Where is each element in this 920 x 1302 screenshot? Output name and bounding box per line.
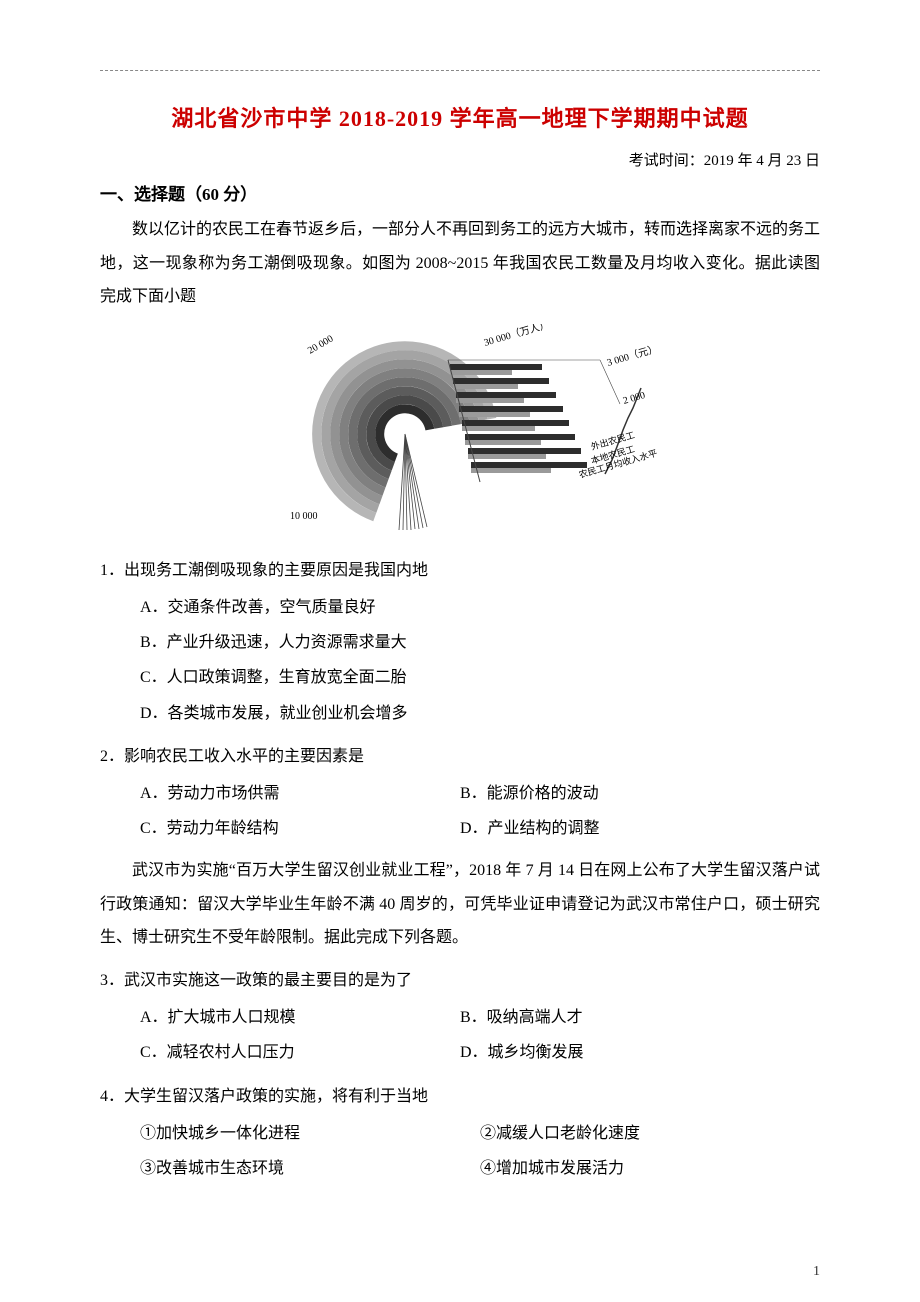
income-axis-max: 3 000（元） xyxy=(606,343,660,369)
passage-1: 数以亿计的农民工在春节返乡后，一部分人不再回到务工的远方大城市，转而选择离家不远… xyxy=(100,213,820,314)
q4-stmt-1: ①加快城乡一体化进程 xyxy=(140,1116,480,1151)
question-2-text: 2．影响农民工收入水平的主要因素是 xyxy=(100,739,820,774)
q3-option-c: C．减轻农村人口压力 xyxy=(100,1035,460,1070)
question-3-text: 3．武汉市实施这一政策的最主要目的是为了 xyxy=(100,963,820,998)
bar-axis-label: 30 000（万人） xyxy=(483,324,551,349)
section-heading: 一、选择题（60 分） xyxy=(100,180,820,205)
q3-option-a: A．扩大城市人口规模 xyxy=(100,1000,460,1035)
q4-stmt-2: ②减缓人口老龄化速度 xyxy=(480,1116,820,1151)
q2-option-c: C．劳动力年龄结构 xyxy=(100,811,460,846)
q1-option-c: C．人口政策调整，生育放宽全面二胎 xyxy=(100,660,820,695)
q1-option-d: D．各类城市发展，就业创业机会增多 xyxy=(100,696,820,731)
question-4-text: 4．大学生留汉落户政策的实施，将有利于当地 xyxy=(100,1079,820,1114)
question-1-options: A．交通条件改善，空气质量良好 B．产业升级迅速，人力资源需求量大 C．人口政策… xyxy=(100,590,820,731)
q3-option-d: D．城乡均衡发展 xyxy=(460,1035,820,1070)
q4-stmt-3: ③改善城市生态环境 xyxy=(140,1151,480,1186)
fan-chart-svg: 20 000 10 000 xyxy=(240,324,680,534)
exam-page: 湖北省沙市中学 2018-2019 学年高一地理下学期期中试题 考试时间：201… xyxy=(0,0,920,1302)
q2-option-b: B．能源价格的波动 xyxy=(460,776,820,811)
q1-option-a: A．交通条件改善，空气质量良好 xyxy=(100,590,820,625)
q4-stmt-4: ④增加城市发展活力 xyxy=(480,1151,820,1186)
left-axis-min-label: 10 000 xyxy=(290,511,318,522)
passage-2: 武汉市为实施“百万大学生留汉创业就业工程”，2018 年 7 月 14 日在网上… xyxy=(100,854,820,955)
exam-date: 考试时间：2019 年 4 月 23 日 xyxy=(100,149,820,170)
question-1-text: 1．出现务工潮倒吸现象的主要原因是我国内地 xyxy=(100,553,820,588)
q2-option-a: A．劳动力市场供需 xyxy=(100,776,460,811)
header-rule xyxy=(100,70,820,71)
q4-statements-row2: ③改善城市生态环境 ④增加城市发展活力 xyxy=(100,1151,820,1186)
q3-option-b: B．吸纳高端人才 xyxy=(460,1000,820,1035)
exam-title: 湖北省沙市中学 2018-2019 学年高一地理下学期期中试题 xyxy=(100,101,820,133)
question-3-options: A．扩大城市人口规模 B．吸纳高端人才 C．减轻农村人口压力 D．城乡均衡发展 xyxy=(100,1000,820,1070)
q4-statements-row1: ①加快城乡一体化进程 ②减缓人口老龄化速度 xyxy=(100,1116,820,1151)
q1-option-b: B．产业升级迅速，人力资源需求量大 xyxy=(100,625,820,660)
q2-option-d: D．产业结构的调整 xyxy=(460,811,820,846)
page-number: 1 xyxy=(813,1264,820,1280)
left-axis-max-label: 20 000 xyxy=(306,333,335,356)
chart-figure: 20 000 10 000 xyxy=(100,324,820,539)
question-2-options: A．劳动力市场供需 B．能源价格的波动 C．劳动力年龄结构 D．产业结构的调整 xyxy=(100,776,820,846)
